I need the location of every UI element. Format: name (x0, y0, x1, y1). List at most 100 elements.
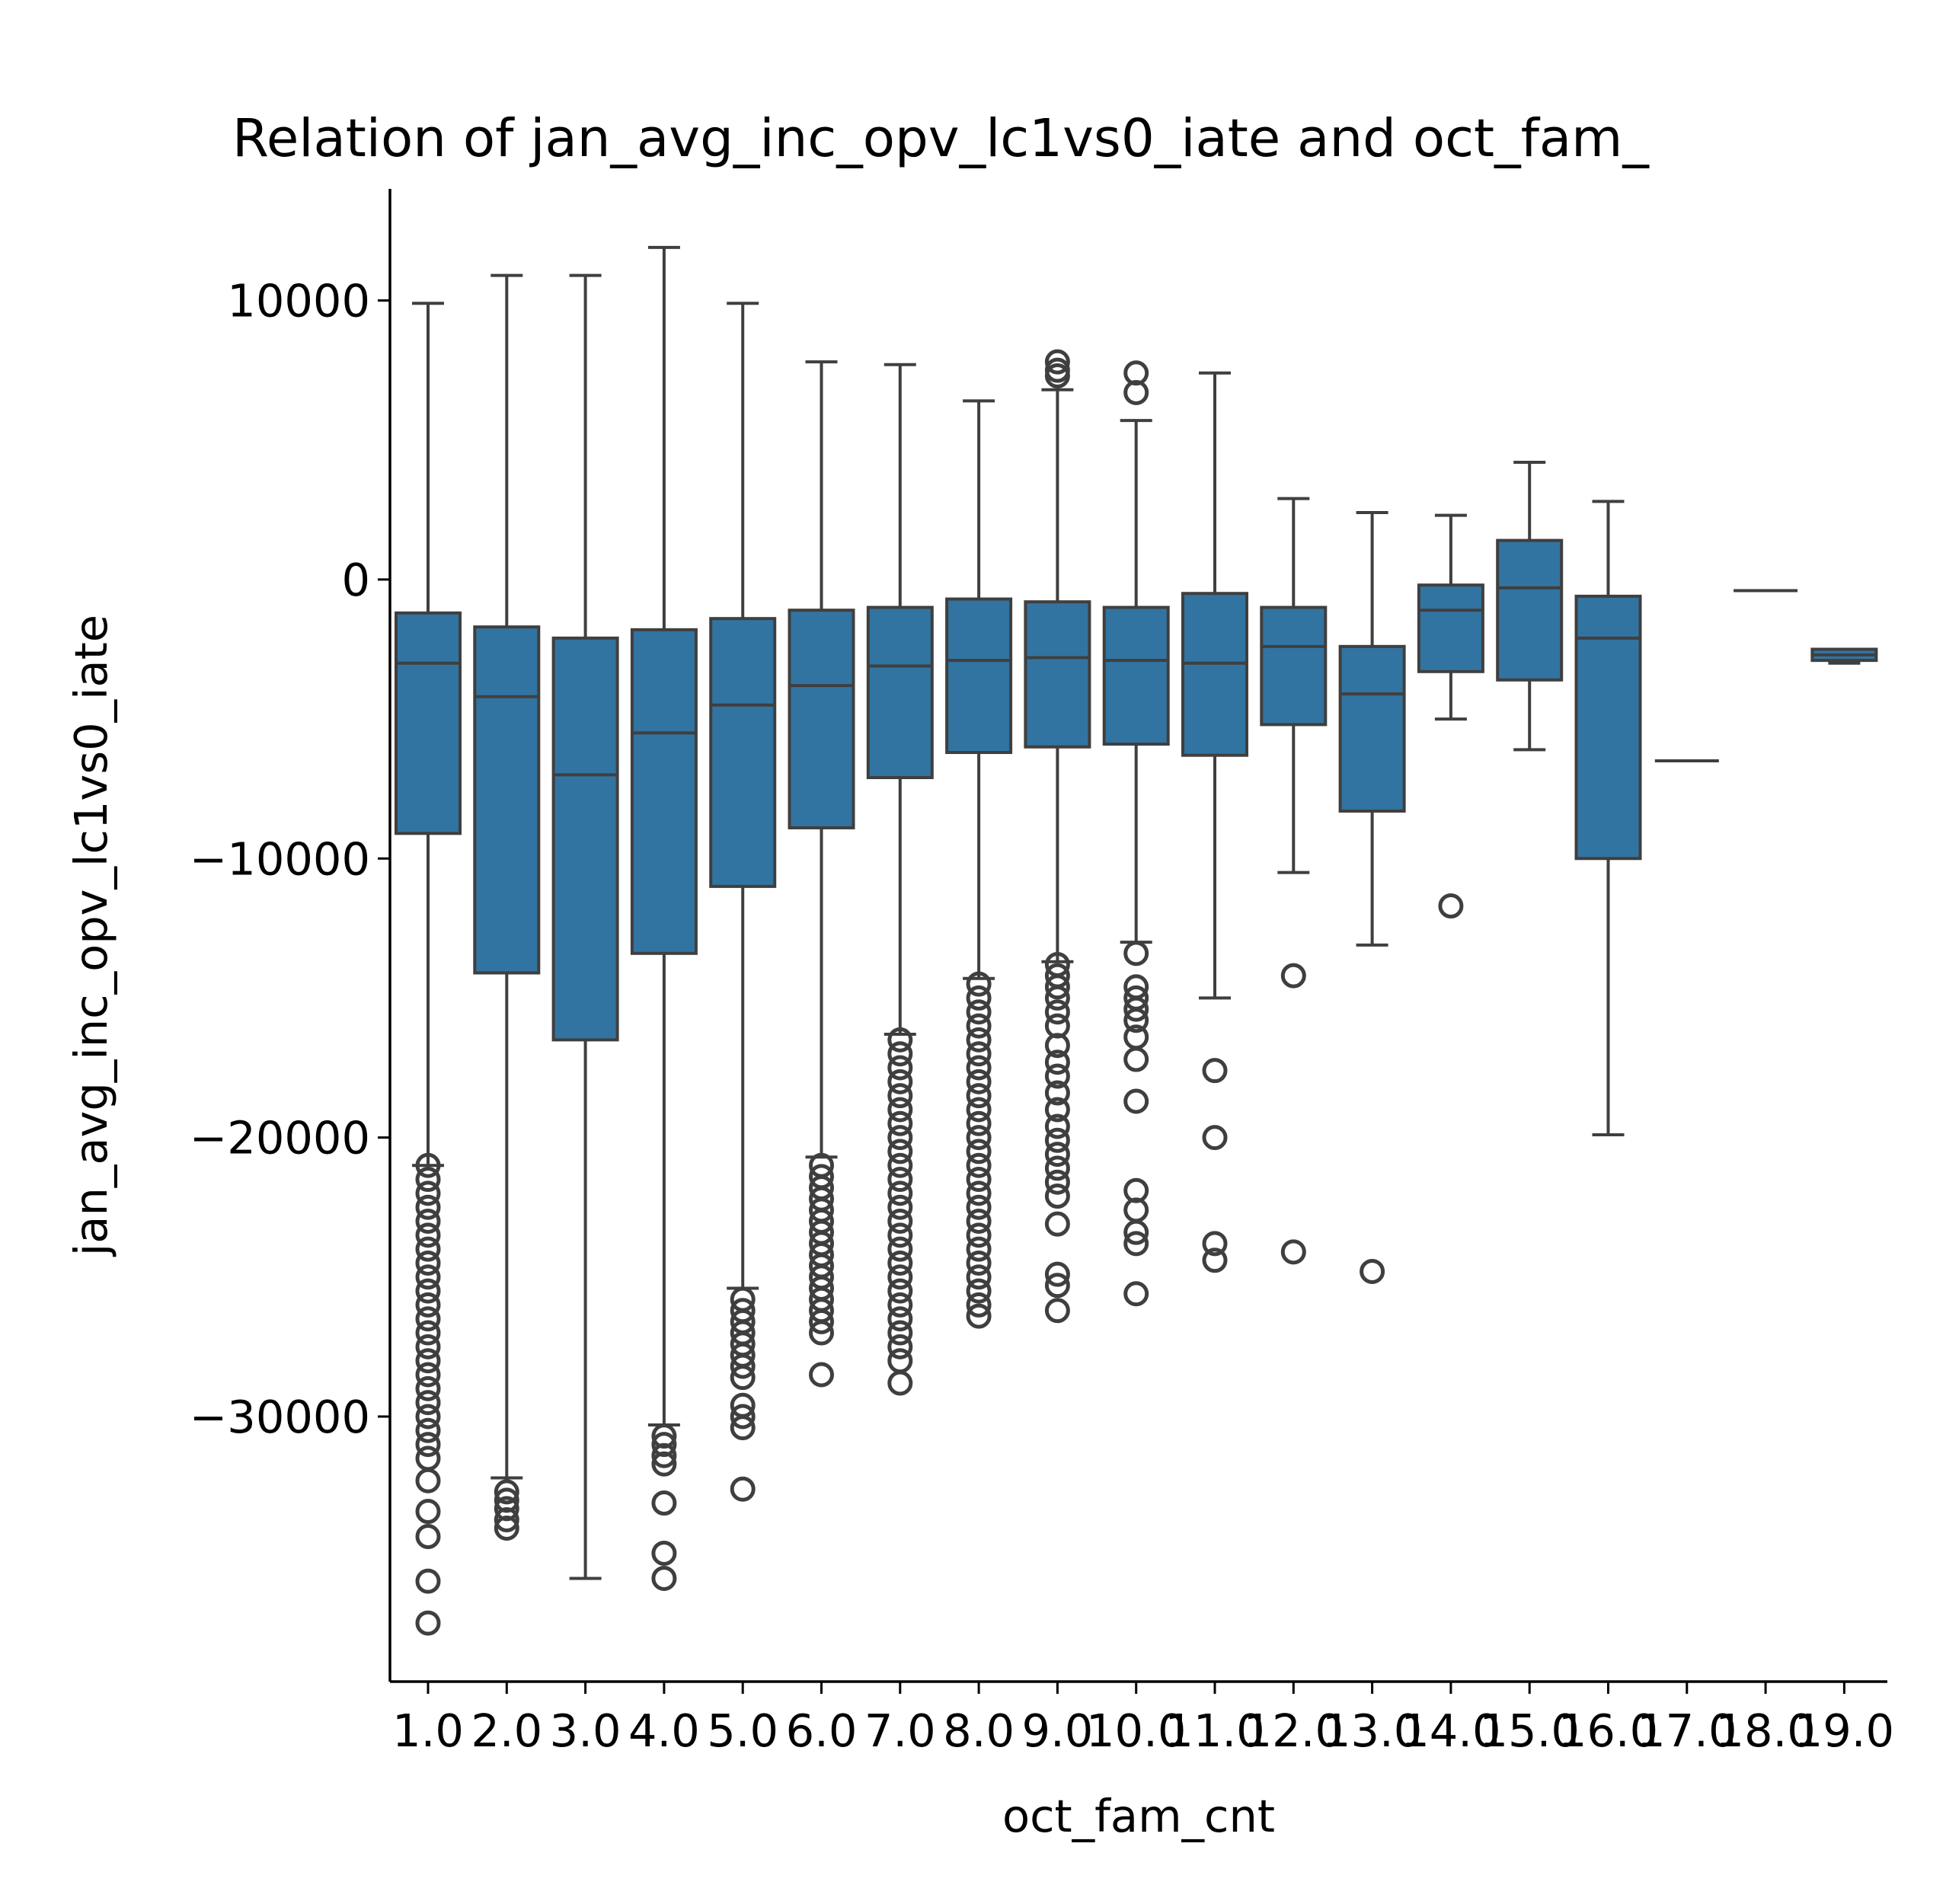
outlier-point (1123, 1046, 1149, 1072)
box-15.0 (1496, 461, 1564, 752)
outlier-point (415, 1292, 441, 1318)
x-tick-label: 14.0 (1401, 1704, 1500, 1757)
outlier-point (887, 1209, 913, 1235)
box-16.0 (1574, 500, 1642, 1136)
x-tick-label: 2.0 (471, 1704, 542, 1757)
outlier-point (966, 1278, 992, 1304)
outlier-point (1044, 999, 1070, 1025)
outlier-point (966, 1041, 992, 1067)
box-5.0 (709, 302, 777, 1502)
box-11.0 (1181, 371, 1248, 1273)
iqr-box (1181, 592, 1248, 757)
outlier-point (415, 1306, 441, 1332)
outlier-point (1202, 1231, 1228, 1257)
outlier-point (887, 1139, 913, 1164)
outlier-point (1044, 1211, 1070, 1237)
x-tick-label: 17.0 (1637, 1704, 1737, 1757)
x-tick-label: 3.0 (550, 1704, 622, 1757)
x-tick-label: 5.0 (707, 1704, 778, 1757)
y-tick-label: 0 (341, 554, 370, 606)
outlier-point (415, 1209, 441, 1235)
outlier-point (887, 1055, 913, 1081)
outlier-point (730, 1404, 756, 1430)
outlier-point (887, 1152, 913, 1178)
y-tick-label: 10000 (227, 275, 370, 327)
iqr-box (395, 611, 462, 835)
x-tick-label: 16.0 (1558, 1704, 1658, 1757)
box-2.0 (473, 273, 541, 1541)
y-tick-label: −30000 (190, 1391, 370, 1443)
outlier-point (730, 1353, 756, 1379)
outlier-point (966, 985, 992, 1011)
outlier-point (1123, 1219, 1149, 1245)
box-19.0 (1810, 647, 1878, 665)
x-tick-label: 13.0 (1322, 1704, 1422, 1757)
y-tick-label: −20000 (190, 1112, 370, 1164)
outlier-point (887, 1125, 913, 1151)
outlier-point (494, 1479, 519, 1505)
outlier-point (1044, 357, 1070, 383)
outlier-point (415, 1523, 441, 1549)
outlier-point (415, 1375, 441, 1401)
outlier-point (809, 1308, 834, 1334)
box-9.0 (1024, 349, 1091, 1324)
outlier-point (730, 1415, 756, 1441)
outlier-point (1360, 1258, 1385, 1284)
outlier-point (966, 1027, 992, 1053)
iqr-box (551, 636, 619, 1042)
box-4.0 (630, 245, 698, 1591)
outlier-point (1044, 1127, 1070, 1153)
outlier-point (887, 1167, 913, 1193)
outlier-point (887, 1110, 913, 1136)
iqr-box (1024, 600, 1091, 749)
outlier-point (415, 1390, 441, 1416)
outlier-point (966, 1139, 992, 1164)
iqr-box (1338, 644, 1406, 813)
outlier-point (887, 1264, 913, 1290)
outlier-point (1202, 1248, 1228, 1273)
chart-title: Relation of jan_avg_inc_opv_lc1vs0_iate … (232, 108, 1650, 169)
iqr-box (1417, 583, 1484, 673)
outlier-point (415, 1167, 441, 1193)
iqr-box (1574, 594, 1642, 861)
outlier-point (415, 1610, 441, 1636)
outlier-point (1044, 974, 1070, 1000)
outlier-point (1123, 360, 1149, 386)
outlier-point (415, 1180, 441, 1206)
x-tick-label: 19.0 (1794, 1704, 1894, 1757)
outlier-point (651, 1490, 677, 1516)
outlier-point (415, 1446, 441, 1471)
outlier-point (887, 1306, 913, 1332)
outlier-point (1044, 1049, 1070, 1075)
x-tick-label: 8.0 (943, 1704, 1015, 1757)
outlier-point (1202, 1058, 1228, 1084)
outlier-point (730, 1476, 756, 1502)
box-3.0 (551, 273, 619, 1580)
outlier-point (1044, 1033, 1070, 1059)
outlier-point (730, 1365, 756, 1391)
outlier-point (966, 1083, 992, 1109)
outlier-point (966, 1303, 992, 1329)
box-12.0 (1260, 497, 1328, 1265)
outlier-point (1123, 1008, 1149, 1033)
iqr-box (866, 605, 934, 780)
outlier-point (415, 1499, 441, 1525)
x-tick-label: 1.0 (392, 1704, 464, 1757)
outlier-point (966, 1194, 992, 1220)
outlier-point (415, 1417, 441, 1443)
outlier-point (966, 1180, 992, 1206)
outlier-point (887, 1027, 913, 1053)
outlier-point (887, 1069, 913, 1094)
outlier-point (966, 1097, 992, 1123)
outlier-point (887, 1320, 913, 1346)
outlier-point (415, 1278, 441, 1304)
iqr-box (473, 625, 541, 975)
outlier-point (1123, 1231, 1149, 1257)
outlier-point (651, 1540, 677, 1566)
outlier-point (887, 1041, 913, 1067)
outlier-point (1280, 963, 1306, 989)
outlier-point (651, 1565, 677, 1591)
outlier-point (1123, 1088, 1149, 1114)
x-tick-label: 9.0 (1021, 1704, 1093, 1757)
